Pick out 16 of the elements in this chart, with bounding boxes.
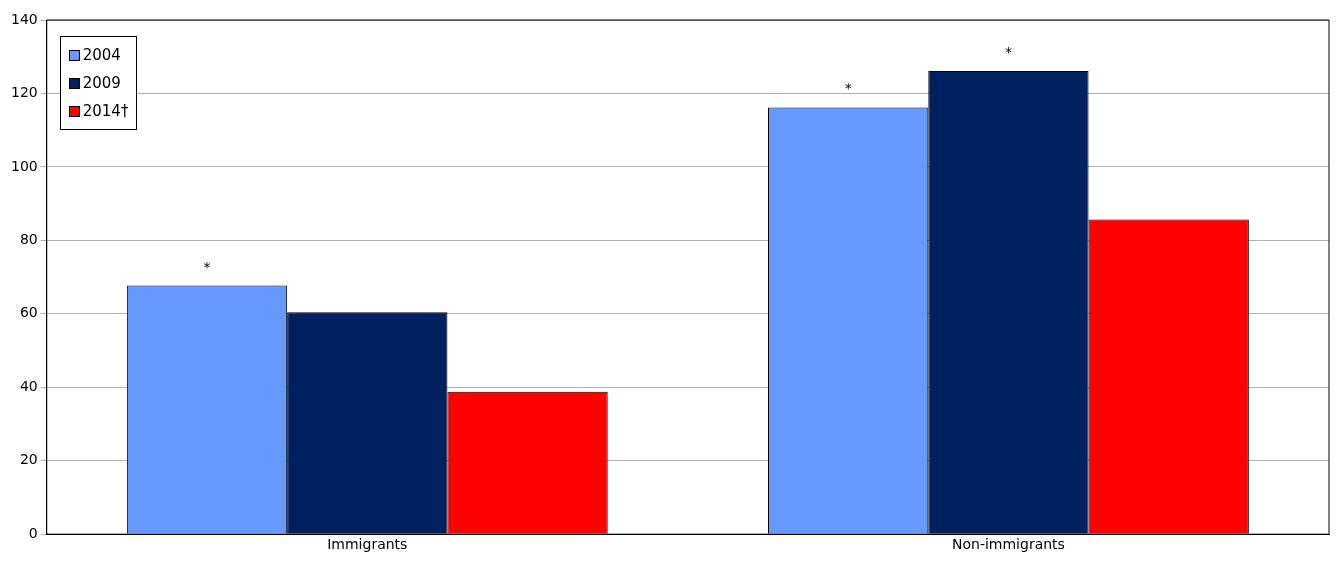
y-tick-label: 0: [28, 524, 38, 541]
legend-label: 2004: [82, 46, 121, 64]
y-tick-label: 60: [19, 304, 38, 321]
y-tick-label: 40: [19, 377, 38, 394]
data-label: *: [1004, 44, 1012, 61]
y-tick-label: 100: [10, 157, 38, 174]
data-label: *: [203, 258, 211, 275]
x-tick-label: Immigrants: [327, 536, 408, 553]
legend-label: 2014†: [82, 102, 129, 120]
data-label: *: [844, 80, 852, 97]
x-tick-label: Non-immigrants: [951, 536, 1065, 553]
y-tick-label: 140: [10, 10, 38, 27]
y-tick-label: 80: [19, 231, 38, 248]
legend-label: 2009: [82, 74, 121, 92]
y-tick-label: 120: [10, 84, 38, 101]
y-tick-label: 20: [19, 451, 38, 468]
